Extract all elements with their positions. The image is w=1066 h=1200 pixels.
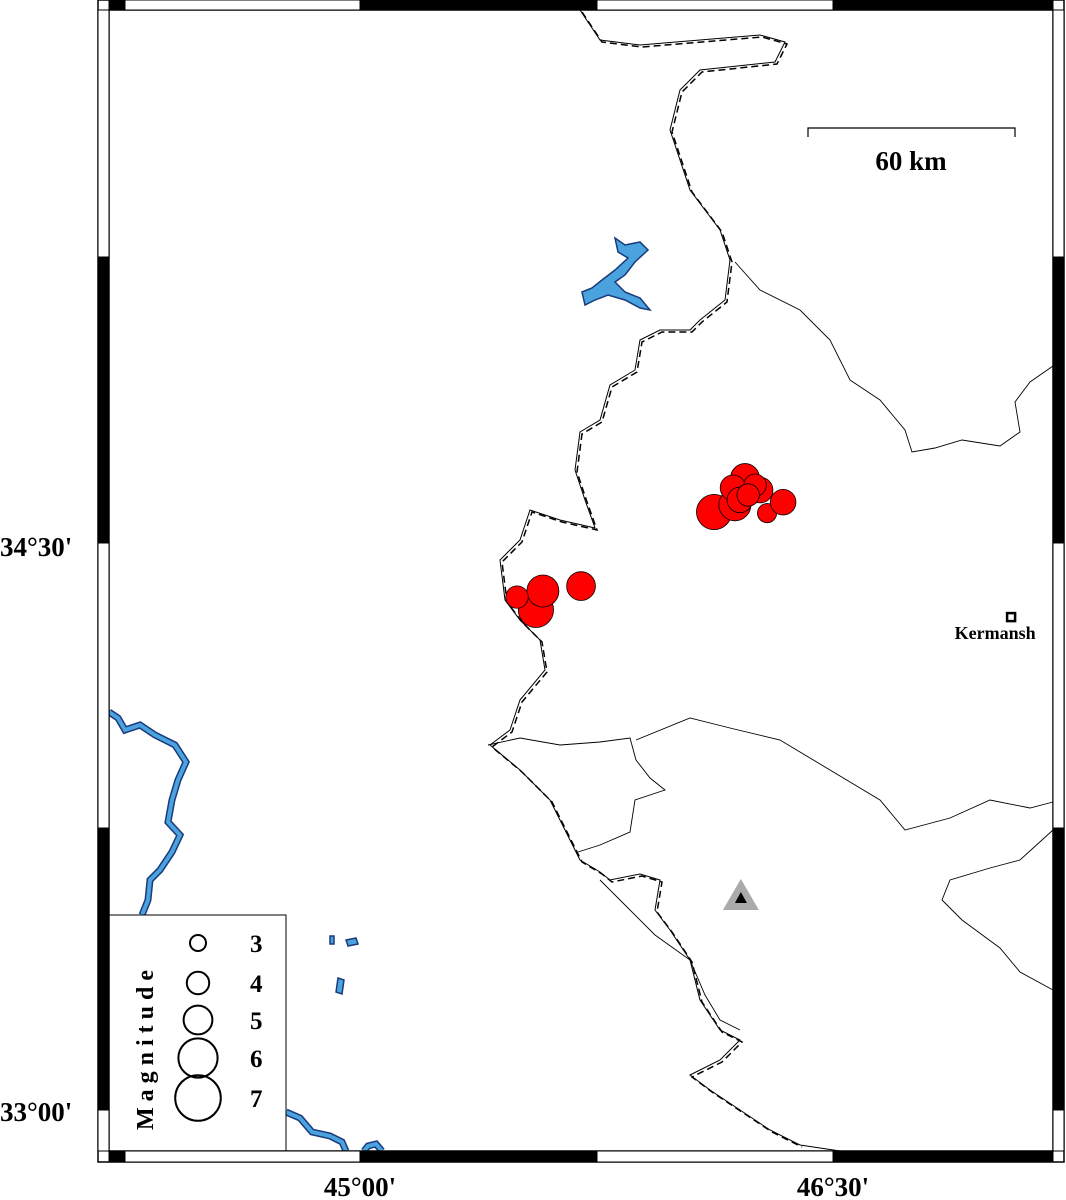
map-frame	[97, 0, 1065, 1163]
lat-tick-label: 33°00'	[0, 1097, 72, 1127]
earthquake-event	[566, 571, 596, 601]
station-marker	[722, 878, 759, 910]
earthquake-event	[769, 488, 797, 516]
legend-magnitude-label: 5	[250, 1008, 263, 1035]
frame-segment	[359, 0, 598, 11]
frame-segment	[97, 827, 110, 1111]
frame-segment	[832, 0, 1054, 11]
legend-magnitude-label: 4	[250, 971, 263, 998]
legend-circle	[174, 1074, 222, 1122]
city-marker	[1005, 611, 1017, 623]
frame-segment	[124, 0, 361, 11]
frame-segment	[124, 1150, 361, 1163]
legend-magnitude-label: 7	[250, 1086, 263, 1113]
small-lake	[329, 935, 359, 995]
earthquake-event	[736, 483, 760, 507]
frame-segment	[108, 1150, 126, 1163]
earthquake-event	[526, 574, 560, 608]
frame-segment	[596, 1150, 834, 1163]
frame-segment	[1052, 1109, 1065, 1152]
frame-segment	[1052, 542, 1065, 829]
legend-circle	[177, 1037, 219, 1079]
frame-segment	[1052, 256, 1065, 544]
frame-segment	[1052, 9, 1065, 258]
legend-circle	[182, 1004, 214, 1036]
frame-segment	[97, 9, 110, 258]
legend-circle	[185, 970, 211, 996]
international-border	[489, 9, 841, 1152]
frame-segment	[359, 1150, 598, 1163]
magnitude-legend: Magnitude 3 4 5 6 7	[108, 914, 287, 1152]
legend-title: Magnitude	[133, 964, 159, 1130]
legend-circle	[189, 934, 207, 952]
city-square	[1005, 611, 1017, 623]
river	[285, 1110, 384, 1153]
river	[107, 710, 189, 916]
city-label: Kermansh	[955, 623, 1036, 643]
lon-tick-label: 46°30'	[797, 1172, 869, 1200]
earthquake-events	[505, 463, 797, 628]
frame-segment	[97, 256, 110, 544]
scale-bar-label: 60 km	[875, 146, 947, 176]
scale-bar	[807, 127, 1016, 137]
lake	[581, 236, 652, 312]
legend-magnitude-label: 6	[250, 1046, 263, 1073]
lat-tick-label: 34°30'	[0, 532, 72, 562]
lon-tick-label: 45°00'	[324, 1172, 396, 1200]
frame-segment	[832, 1150, 1054, 1163]
frame-segment	[97, 1109, 110, 1152]
province-boundaries	[487, 261, 1054, 1031]
frame-segment	[97, 542, 110, 829]
frame-segment	[1052, 827, 1065, 1111]
station-triangle-inner	[734, 891, 747, 903]
international-border-dashed	[490, 11, 803, 1148]
earthquake-event	[505, 585, 529, 609]
frame-segment	[596, 0, 834, 11]
frame-segment	[108, 0, 126, 11]
legend-magnitude-label: 3	[250, 931, 263, 958]
